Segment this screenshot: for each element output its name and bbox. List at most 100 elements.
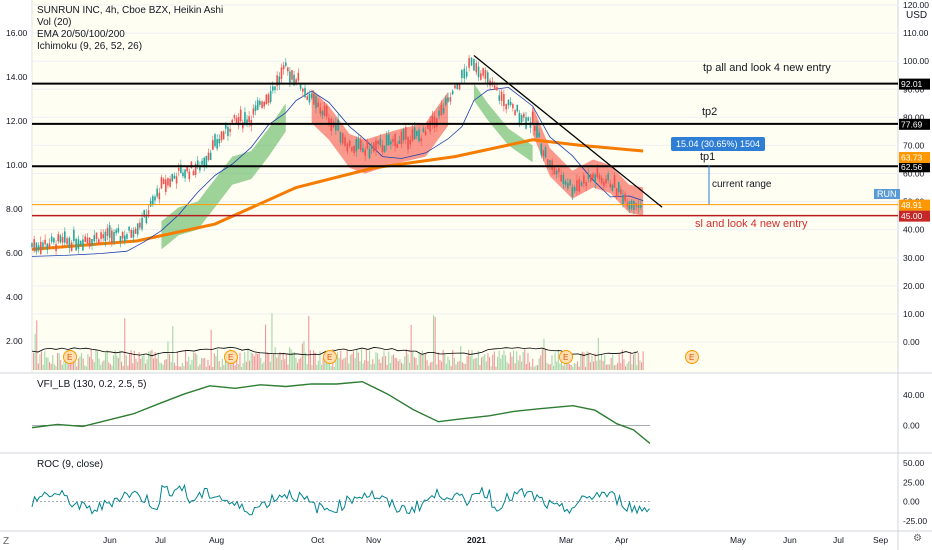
candle-body [284,62,287,66]
volume-bar [455,364,457,370]
candle-body [301,88,304,92]
volume-bar [49,362,51,370]
volume-bar [521,361,523,370]
volume-bar [84,365,86,370]
candle-body [328,118,330,124]
candle-body [364,149,366,156]
chart-settings-icon[interactable]: Z [3,536,10,547]
volume-bar [33,352,35,370]
volume-bar [236,354,238,370]
earnings-marker [63,350,77,364]
time-axis-tick: Aug [209,535,224,545]
annotation-sl[interactable]: sl and look 4 new entry [695,218,808,230]
volume-bar [436,364,438,370]
volume-bar [434,316,436,370]
annotation-tp2[interactable]: tp2 [702,106,718,118]
volume-ma-line [31,346,639,357]
volume-bar [217,349,219,370]
volume-bar [306,364,308,370]
roc-legend[interactable]: ROC (9, close) [37,459,104,470]
volume-bar [60,359,62,370]
volume-bar [506,362,508,370]
candle-body [152,196,154,206]
candle-body [119,236,122,242]
candle-body [216,139,218,149]
volume-bar [362,363,364,370]
time-axis-tick: Mar [559,535,574,545]
candle-body [366,141,369,149]
volume-bar [311,365,313,370]
right-axis-tick: 80.00 [903,112,925,122]
symbol-title[interactable]: SUNRUN INC, 4h, Cboe BZX, Heikin Ashi [37,5,224,16]
candle-body [207,152,210,160]
candle-body [229,128,231,132]
volume-bar [452,349,454,370]
volume-bar [188,356,190,370]
gear-icon[interactable]: ⚙ [913,533,922,544]
candle-body [95,232,98,239]
volume-bar [242,363,244,370]
candle-body [609,183,612,188]
vfi-legend[interactable]: VFI_LB (130, 0.2, 2.5, 5) [37,379,147,390]
volume-bar [530,366,532,370]
volume-legend[interactable]: Vol (20) [37,17,72,28]
volume-bar [433,315,435,370]
candle-body [433,116,436,128]
candle-body [529,122,532,128]
candle-body [390,141,392,145]
volume-bar [58,353,60,370]
volume-bar [281,359,283,370]
candle-body [603,181,605,186]
candle-body [549,159,551,166]
volume-bar [461,362,463,370]
ema-legend[interactable]: EMA 20/50/100/200 [37,29,125,40]
candle-body [164,179,167,192]
volume-bar [55,366,57,370]
volume-bar [41,351,43,370]
candle-body [220,131,223,141]
earnings-marker-label: E [228,353,233,362]
volume-bar [527,352,529,370]
candle-body [306,96,309,100]
right-axis-tick: 20.00 [903,281,925,291]
candle-body [42,242,44,248]
candle-body [516,104,519,112]
volume-bar [300,357,302,370]
volume-bar [578,366,580,370]
price-tag-label: 92.01 [901,79,923,89]
volume-bar [57,353,59,370]
candle-body [505,104,507,110]
candle-body [175,176,178,184]
volume-bar [583,352,585,370]
volume-bar [538,358,540,370]
right-axis-tick: 30.00 [903,253,925,263]
earnings-marker-label: E [327,353,332,362]
volume-bar [601,353,603,370]
ichimoku-legend[interactable]: Ichimoku (9, 26, 52, 26) [37,41,143,52]
annotation-tp-all[interactable]: tp all and look 4 new entry [703,62,831,74]
candle-body [231,119,234,123]
left-axis-tick: 8.00 [6,204,23,214]
candle-body [387,134,390,145]
volume-bar [359,361,361,370]
volume-bar [269,361,271,370]
volume-bar [138,352,140,370]
annotation-tp1[interactable]: tp1 [700,151,716,163]
volume-bar [490,366,492,370]
candle-body [571,187,574,197]
candle-body [79,240,82,246]
candle-body [600,177,603,184]
volume-bar [185,349,187,370]
annotation-current-range[interactable]: current range [712,179,772,190]
volume-bar [399,359,401,370]
volume-bar [524,349,526,370]
volume-bar [305,352,307,370]
candle-body [46,243,49,250]
volume-bar [153,358,155,370]
volume-bar [364,360,366,370]
volume-bar [540,355,542,370]
candle-body [544,147,547,158]
measure-label[interactable]: 15.04 (30.65%) 1504 [671,137,766,151]
candle-body [373,142,375,152]
